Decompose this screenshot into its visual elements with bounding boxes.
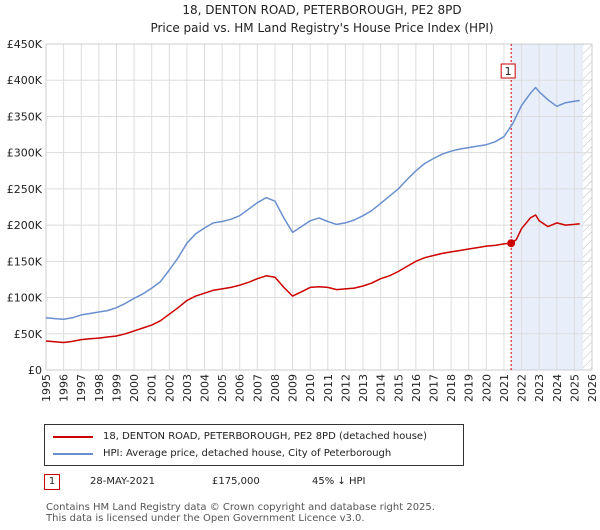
x-tick-label: 2009: [287, 374, 300, 402]
legend-swatch-hpi: [53, 452, 93, 455]
footer-line2: This data is licensed under the Open Gov…: [46, 513, 365, 524]
x-tick-label: 2025: [568, 374, 581, 402]
legend-label-property: 18, DENTON ROAD, PETERBOROUGH, PE2 8PD (…: [103, 431, 427, 442]
sale-date: 28-MAY-2021: [90, 476, 156, 487]
x-tick-label: 2003: [181, 374, 194, 402]
x-tick-label: 1996: [58, 374, 71, 402]
sale-label-text: 1: [505, 65, 512, 78]
y-tick-label: £350K: [7, 110, 43, 123]
x-tick-label: 1997: [75, 374, 88, 402]
x-tick-label: 2010: [304, 374, 317, 402]
sale-marker-badge: 1: [44, 474, 60, 490]
x-tick-label: 2011: [322, 374, 335, 402]
y-tick-label: £100K: [7, 292, 43, 305]
sale-label-box: [500, 63, 516, 79]
x-tick-label: 2002: [163, 374, 176, 402]
x-tick-label: 2000: [128, 374, 141, 402]
y-tick-label: £50K: [14, 328, 43, 341]
x-tick-label: 2020: [480, 374, 493, 402]
x-tick-label: 1999: [110, 374, 123, 402]
x-tick-label: 1998: [93, 374, 106, 402]
y-tick-label: £400K: [7, 74, 43, 87]
x-tick-label: 2004: [199, 374, 212, 402]
x-tick-label: 2019: [463, 374, 476, 402]
x-tick-label: 2012: [339, 374, 352, 402]
x-tick-label: 2022: [516, 374, 529, 402]
legend-label-hpi: HPI: Average price, detached house, City…: [103, 448, 392, 459]
y-tick-label: £250K: [7, 183, 43, 196]
x-tick-label: 2014: [375, 374, 388, 402]
plot-border: [45, 43, 593, 371]
x-tick-label: 2015: [392, 374, 405, 402]
legend-swatch-property: [53, 435, 93, 438]
legend-item-hpi: HPI: Average price, detached house, City…: [53, 448, 391, 459]
x-tick-label: 2018: [445, 374, 458, 402]
x-tick-label: 2021: [498, 374, 511, 402]
legend-item-property: 18, DENTON ROAD, PETERBOROUGH, PE2 8PD (…: [53, 431, 427, 442]
footer-line1: Contains HM Land Registry data © Crown c…: [46, 502, 435, 513]
x-tick-label: 2026: [586, 374, 599, 402]
x-tick-label: 2017: [427, 374, 440, 402]
sale-point: [507, 239, 516, 248]
x-tick-label: 2007: [251, 374, 264, 402]
y-tick-label: £200K: [7, 219, 43, 232]
y-tick-label: £450K: [7, 38, 43, 51]
sale-hpi-diff: 45% ↓ HPI: [312, 476, 366, 487]
y-tick-label: £0: [28, 364, 42, 377]
plot-background: [46, 44, 592, 370]
price-chart: 18, DENTON ROAD, PETERBOROUGH, PE2 8PD P…: [7, 3, 599, 402]
x-tick-label: 2023: [533, 374, 546, 402]
sale-price: £175,000: [212, 476, 260, 487]
x-tick-label: 2024: [551, 374, 564, 402]
x-tick-label: 2013: [357, 374, 370, 402]
y-tick-label: £300K: [7, 147, 43, 160]
series-line-hpi: [45, 86, 580, 321]
x-tick-label: 2008: [269, 374, 282, 402]
x-tick-label: 2005: [216, 374, 229, 402]
x-tick-label: 2006: [234, 374, 247, 402]
chart-title-line1: 18, DENTON ROAD, PETERBOROUGH, PE2 8PD: [182, 3, 461, 17]
chart-title-line2: Price paid vs. HM Land Registry's House …: [150, 21, 493, 35]
legend: 18, DENTON ROAD, PETERBOROUGH, PE2 8PD (…: [44, 424, 464, 466]
y-tick-label: £150K: [7, 255, 43, 268]
future-hatched-region: [583, 44, 592, 370]
x-tick-label: 1995: [40, 374, 53, 402]
x-tick-label: 2001: [146, 374, 159, 402]
x-tick-label: 2016: [410, 374, 423, 402]
plot-area: £0 £50K £100K £150K £200K £250K £300K £350K £400…: [7, 38, 599, 402]
sale-row: 1 28-MAY-2021 £175,000 45% ↓ HPI: [44, 474, 464, 490]
footer: Contains HM Land Registry data © Crown c…: [46, 502, 435, 524]
